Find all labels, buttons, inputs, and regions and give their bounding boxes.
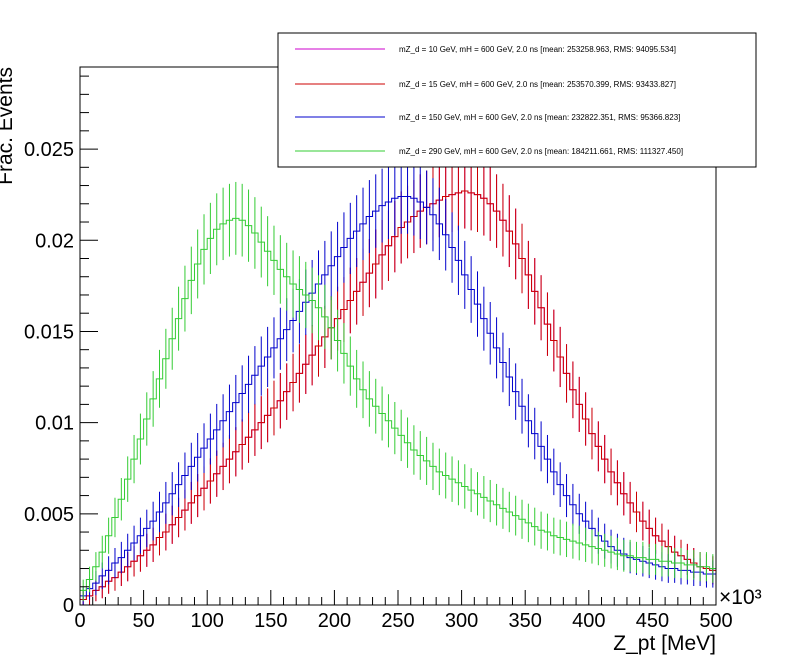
- legend-box: [277, 32, 757, 168]
- series-layer: [80, 153, 716, 605]
- x-axis-title: Z_pt [MeV]: [613, 632, 716, 655]
- series-step-line: [80, 190, 716, 601]
- y-tick-label: 0: [63, 595, 74, 617]
- legend-entry-mzd10: mZ_d = 10 GeV, mH = 600 GeV, 2.0 ns [mea…: [399, 45, 676, 54]
- series-1: [80, 153, 716, 605]
- y-tick-label: 0.02: [35, 230, 74, 252]
- y-tick-label: 0.025: [24, 139, 74, 161]
- x-tick-label: 250: [381, 610, 414, 632]
- axis-ticks: 0 50 100 150 200 250 300 350 400 450 500 0 0.005 0.01…: [24, 75, 733, 632]
- legend: mZ_d = 10 GeV, mH = 600 GeV, 2.0 ns [mea…: [277, 32, 757, 168]
- series-2: [80, 159, 716, 605]
- series-step-line: [80, 190, 716, 601]
- x-tick-label: 350: [509, 610, 542, 632]
- y-tick-label: 0.005: [24, 504, 74, 526]
- legend-entry-mzd150: mZ_d = 150 GeV, mH = 600 GeV, 2.0 ns [me…: [399, 113, 680, 122]
- x-tick-label: 50: [132, 610, 154, 632]
- x-tick-label: 450: [636, 610, 669, 632]
- x-tick-label: 400: [572, 610, 605, 632]
- x-axis-multiplier: ×10³: [719, 586, 762, 609]
- x-tick-label: 100: [191, 610, 224, 632]
- y-axis-title: Frac. Events: [0, 67, 17, 185]
- legend-entry-mzd290: mZ_d = 290 GeV, mH = 600 GeV, 2.0 ns [me…: [399, 147, 683, 156]
- y-tick-label: 0.01: [35, 413, 74, 435]
- y-tick-label: 0.015: [24, 321, 74, 343]
- series-step-line: [80, 217, 716, 591]
- series-3: [80, 181, 716, 602]
- x-tick-label: 150: [254, 610, 287, 632]
- x-tick-label: 200: [318, 610, 351, 632]
- x-tick-label: 500: [699, 610, 732, 632]
- series-0: [80, 153, 716, 605]
- x-tick-label: 300: [445, 610, 478, 632]
- series-step-line: [80, 195, 716, 597]
- x-tick-label: 0: [74, 610, 85, 632]
- legend-entry-mzd15: mZ_d = 15 GeV, mH = 600 GeV, 2.0 ns [mea…: [399, 80, 676, 89]
